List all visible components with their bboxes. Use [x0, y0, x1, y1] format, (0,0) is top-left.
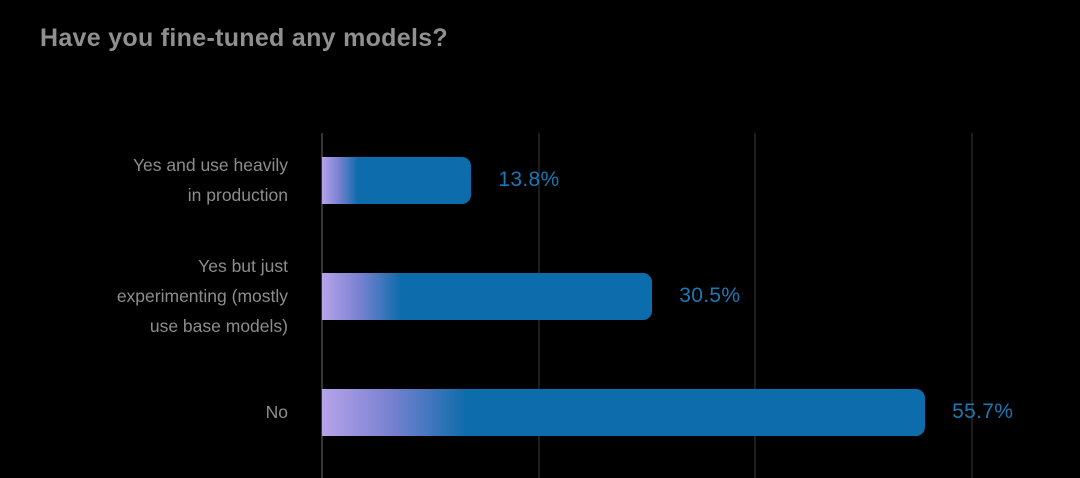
- category-label-line: No: [265, 402, 288, 422]
- value-label-2: 55.7%: [952, 400, 1014, 423]
- category-label-line: Yes but just: [198, 256, 288, 276]
- bar-1: [322, 272, 653, 320]
- category-label-2: No: [266, 397, 288, 427]
- chart-title: Have you fine-tuned any models?: [40, 24, 448, 52]
- category-label-line: experimenting (mostly: [116, 286, 288, 306]
- category-axis-labels: Yes and use heavily in production Yes but …: [0, 0, 288, 478]
- category-label-line: Yes and use heavily: [132, 155, 288, 175]
- category-label-line: in production: [187, 185, 288, 205]
- value-label-0: 13.8%: [498, 168, 560, 191]
- x-gridline-40: [754, 133, 757, 478]
- category-label-1: Yes but just experimenting (mostly use bas…: [117, 251, 288, 341]
- category-label-line: use base models): [149, 316, 288, 336]
- value-label-1: 30.5%: [679, 284, 741, 307]
- plot-area: 13.8% 30.5% 55.7%: [321, 133, 1080, 478]
- x-gridline-60: [970, 133, 973, 478]
- bar-2: [322, 388, 926, 436]
- bar-0: [322, 156, 472, 204]
- category-label-0: Yes and use heavily in production: [133, 150, 288, 210]
